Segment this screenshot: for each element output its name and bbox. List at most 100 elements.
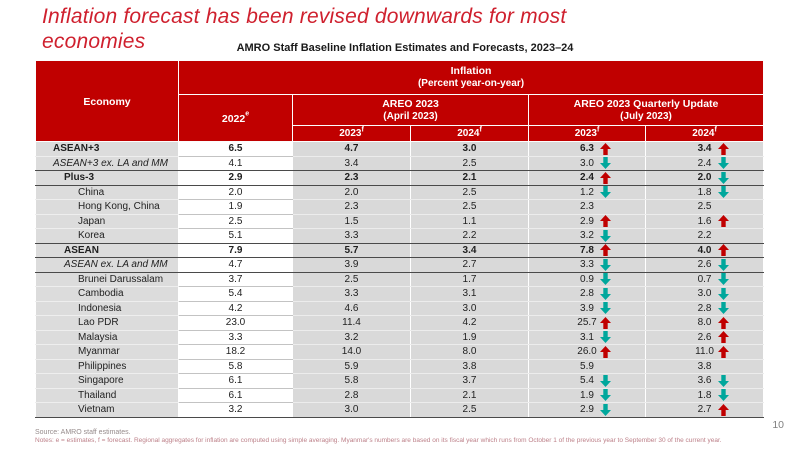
table-row: Malaysia 3.3 3.2 1.9 3.1 2.6: [35, 330, 765, 345]
down-arrow-icon: [600, 186, 611, 199]
table-row: Vietnam 3.2 3.0 2.5 2.9 2.7: [35, 402, 765, 418]
value-cell: 2.7: [410, 257, 529, 273]
value-cell: 1.1: [410, 214, 529, 229]
value-cell: 5.8: [178, 359, 293, 374]
value-cell: 18.2: [178, 344, 293, 360]
value-cell: 1.2: [528, 185, 646, 200]
economy-cell: Myanmar: [35, 344, 179, 360]
value-text: 3.0: [462, 302, 477, 314]
down-arrow-icon: [717, 157, 729, 170]
value-text: 4.6: [344, 302, 359, 314]
value-text: 2.8: [697, 302, 712, 314]
value-cell: 3.2: [528, 228, 646, 244]
value-text: 2.0: [697, 172, 712, 183]
value-text: 5.8: [228, 360, 243, 372]
down-arrow-icon: [717, 374, 729, 387]
value-cell: 1.8: [644, 185, 765, 200]
header-july-2024f: 2024f: [644, 125, 765, 142]
value-cell: 3.4: [292, 156, 411, 171]
header-july-2023f: 2023f: [528, 125, 646, 142]
inflation-table: Economy Inflation (Percent year-on-year)…: [35, 60, 765, 418]
down-arrow-icon: [717, 258, 729, 271]
value-text: 23.0: [225, 317, 246, 328]
value-text: 2.8: [344, 389, 359, 401]
value-text: 2.3: [344, 201, 359, 212]
value-cell: 3.3: [292, 228, 411, 244]
value-text: 25.7: [577, 317, 597, 328]
value-text: 2.3: [344, 172, 359, 183]
value-text: 14.0: [341, 346, 362, 357]
value-cell: 1.9: [410, 330, 529, 345]
value-text: 2.4: [580, 172, 594, 183]
economy-cell: Lao PDR: [35, 315, 179, 331]
down-arrow-icon: [717, 287, 729, 300]
value-cell: 2.8: [292, 388, 411, 403]
up-arrow-icon: [600, 215, 611, 228]
up-arrow-icon: [717, 331, 729, 344]
superscript-f: f: [596, 126, 600, 134]
up-arrow-icon: [600, 171, 611, 184]
value-text: 3.4: [344, 157, 359, 169]
value-text: 1.9: [228, 201, 243, 212]
value-text: 5.8: [344, 375, 359, 386]
table-row: Singapore 6.1 5.8 3.7 5.4 3.6: [35, 373, 765, 389]
value-text: 1.1: [462, 215, 477, 227]
superscript-f: f: [479, 126, 482, 134]
value-cell: 2.6: [644, 330, 765, 345]
value-cell: 3.4: [644, 141, 765, 157]
header-quarterly-title: AREO 2023 Quarterly Update: [573, 97, 719, 110]
up-arrow-icon: [600, 316, 611, 329]
value-cell: 3.0: [410, 141, 529, 157]
table-title: AMRO Staff Baseline Inflation Estimates …: [236, 42, 574, 54]
up-arrow-icon: [600, 345, 611, 358]
down-arrow-icon: [717, 273, 729, 286]
down-arrow-icon: [717, 389, 729, 402]
value-cell: 4.2: [178, 301, 293, 316]
value-cell: 2.9: [528, 214, 646, 229]
economy-cell: Indonesia: [35, 301, 179, 316]
table-row: Lao PDR 23.0 11.4 4.2 25.7 8.0: [35, 315, 765, 331]
value-cell: 4.2: [410, 315, 529, 331]
economy-cell: Hong Kong, China: [35, 199, 179, 215]
value-cell: 3.6: [644, 373, 765, 389]
value-cell: 3.0: [410, 301, 529, 316]
value-cell: 3.0: [292, 402, 411, 418]
value-cell: 4.1: [178, 156, 293, 171]
up-arrow-icon: [717, 316, 729, 329]
value-cell: 1.9: [178, 199, 293, 215]
value-text: 4.2: [462, 317, 477, 328]
value-cell: 2.7: [644, 402, 765, 418]
value-cell: 2.0: [644, 170, 765, 186]
value-text: 2.9: [580, 215, 594, 227]
table-header: Economy Inflation (Percent year-on-year)…: [35, 60, 765, 142]
value-cell: 2.0: [178, 185, 293, 200]
value-cell: 2.4: [528, 170, 646, 186]
header-areo-subtitle: (April 2023): [383, 110, 438, 122]
header-inflation-title: Inflation: [450, 65, 492, 77]
value-text: 3.1: [462, 288, 477, 299]
economy-cell: Cambodia: [35, 286, 179, 302]
value-text: 3.6: [697, 375, 712, 386]
economy-cell: Brunei Darussalam: [35, 272, 179, 287]
value-cell: 1.6: [644, 214, 765, 229]
value-text: 2.1: [462, 172, 477, 183]
value-text: 2.0: [344, 186, 359, 198]
value-text: 7.8: [580, 244, 594, 256]
down-arrow-icon: [600, 287, 611, 300]
value-cell: 2.1: [410, 170, 529, 186]
value-cell: 2.9: [178, 170, 293, 186]
value-text: 2.7: [697, 404, 712, 415]
table-row: Hong Kong, China 1.9 2.3 2.5 2.3 2.5: [35, 199, 765, 215]
value-cell: 3.1: [528, 330, 646, 345]
value-cell: 3.4: [410, 243, 529, 258]
value-cell: 3.9: [292, 257, 411, 273]
value-cell: 11.4: [292, 315, 411, 331]
value-cell: 2.3: [292, 199, 411, 215]
value-cell: 2.3: [528, 199, 646, 215]
value-text: 1.7: [462, 273, 477, 285]
value-text: 3.0: [462, 143, 477, 154]
value-cell: 1.9: [528, 388, 646, 403]
value-text: 4.2: [228, 302, 243, 314]
value-text: 5.9: [580, 360, 594, 372]
value-cell: 1.7: [410, 272, 529, 287]
